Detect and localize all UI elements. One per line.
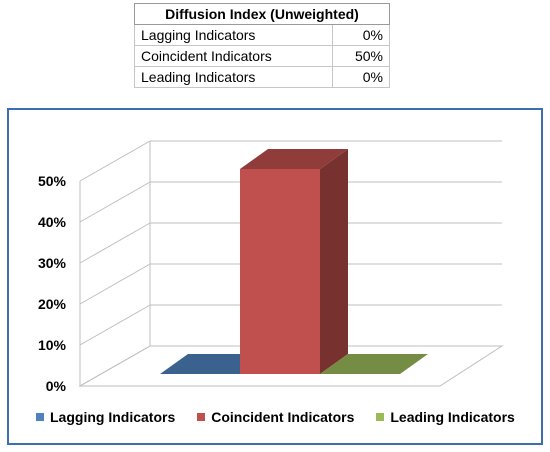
bar-top-2	[320, 354, 428, 374]
chart-legend: Lagging Indicators Coincident Indicators…	[36, 409, 515, 425]
legend-swatch-coincident	[197, 413, 206, 421]
gridline-side	[79, 181, 151, 223]
row-value: 50%	[332, 45, 390, 67]
legend-item-lagging: Lagging Indicators	[36, 409, 175, 425]
legend-item-coincident: Coincident Indicators	[197, 409, 354, 425]
legend-label: Leading Indicators	[390, 409, 515, 425]
gridline-side	[79, 263, 151, 305]
table-header: Diffusion Index (Unweighted)	[134, 3, 390, 25]
bar-top-1	[240, 149, 348, 169]
bar-side-1	[320, 149, 348, 374]
ytick-label: 50%	[38, 173, 67, 189]
legend-label: Coincident Indicators	[211, 409, 355, 425]
ytick-label: 20%	[38, 296, 67, 312]
bar-front-1	[240, 169, 320, 374]
legend-swatch-lagging	[36, 413, 44, 421]
gridline-side	[79, 304, 151, 346]
gridline-side	[79, 222, 151, 264]
ytick-label: 0%	[46, 378, 67, 394]
row-value: 0%	[332, 66, 390, 88]
legend-swatch-leading	[376, 413, 385, 421]
ytick-label: 40%	[38, 214, 67, 230]
gridline-side	[79, 345, 151, 387]
legend-label: Lagging Indicators	[50, 409, 176, 425]
table-row: Leading Indicators 0%	[133, 66, 390, 88]
legend-item-leading: Leading Indicators	[376, 409, 515, 425]
ytick-label: 10%	[38, 337, 67, 353]
ytick-label: 30%	[38, 255, 67, 271]
diffusion-index-table: Diffusion Index (Unweighted) Lagging Ind…	[133, 3, 390, 88]
table-row: Coincident Indicators 50%	[133, 45, 390, 67]
gridline-side	[79, 140, 151, 182]
row-label: Leading Indicators	[133, 66, 334, 88]
